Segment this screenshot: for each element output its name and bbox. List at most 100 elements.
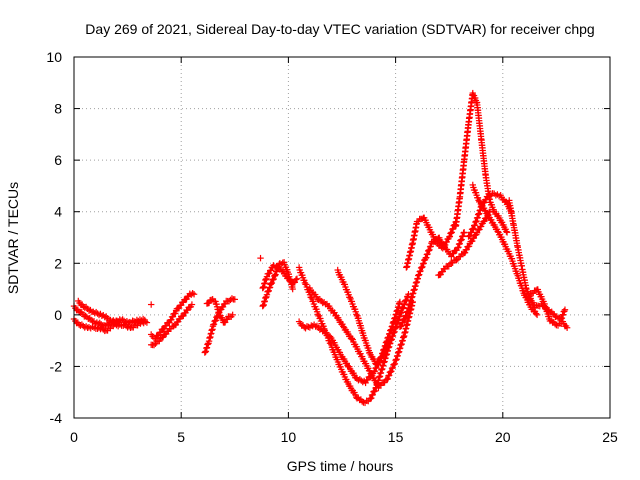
- plot-frame: [73, 56, 611, 419]
- data-point: [551, 320, 559, 328]
- data-point: [123, 318, 131, 325]
- y-axis-label: SDTVAR / TECUs: [5, 182, 21, 294]
- series-track-q: [435, 208, 494, 279]
- x-tick-label: 25: [602, 429, 618, 445]
- data-point: [189, 290, 196, 297]
- data-point: [348, 335, 356, 342]
- data-point: [121, 321, 128, 328]
- data-point: [385, 337, 393, 344]
- data-point: [97, 321, 105, 328]
- data-point: [150, 341, 158, 349]
- y-tick-label: 2: [54, 255, 62, 271]
- y-tick-label: 10: [46, 49, 62, 65]
- data-point: [225, 298, 233, 305]
- chart-title: Day 269 of 2021, Sidereal Day-to-day VTE…: [85, 21, 594, 37]
- data-point: [396, 298, 404, 306]
- x-axis-label: GPS time / hours: [287, 458, 394, 474]
- x-tick-label: 10: [281, 429, 297, 445]
- data-point: [383, 344, 390, 351]
- data-point: [415, 271, 423, 278]
- data-point: [456, 240, 463, 247]
- data-point: [271, 272, 279, 279]
- data-point: [92, 308, 100, 316]
- data-point: [424, 250, 431, 258]
- series-track-c: [75, 297, 123, 326]
- series-track-t: [506, 197, 569, 323]
- x-tick-labels: 0 5 10 15 20 25: [70, 429, 618, 445]
- data-point: [385, 372, 393, 379]
- axis-ticks: [73, 56, 611, 419]
- data-point: [468, 229, 475, 236]
- data-point: [358, 398, 366, 405]
- data-point: [563, 324, 571, 331]
- data-point: [208, 296, 215, 304]
- data-point: [461, 229, 468, 236]
- data-point: [340, 323, 347, 330]
- data-point: [257, 254, 264, 262]
- data-point: [417, 267, 424, 275]
- data-markers: [70, 89, 571, 407]
- data-point: [398, 322, 405, 330]
- data-point: [229, 311, 236, 319]
- data-point: [265, 287, 272, 295]
- data-point: [503, 229, 511, 236]
- data-point: [470, 225, 477, 232]
- series-isolated: [147, 254, 264, 308]
- data-point: [100, 326, 107, 333]
- data-point: [459, 232, 467, 240]
- data-point: [453, 256, 460, 264]
- data-point: [380, 351, 387, 359]
- data-point: [289, 285, 296, 293]
- data-point: [101, 313, 108, 321]
- gridlines: [74, 57, 610, 418]
- data-point: [81, 304, 88, 311]
- series-track-n: [396, 229, 468, 330]
- data-point: [458, 236, 465, 243]
- x-tick-label: 15: [388, 429, 404, 445]
- data-point: [420, 260, 427, 267]
- data-point: [212, 317, 220, 324]
- data-point: [291, 279, 299, 286]
- data-point: [85, 307, 93, 314]
- data-point: [532, 310, 540, 317]
- data-point: [213, 313, 221, 321]
- data-point: [143, 319, 151, 326]
- data-point: [231, 296, 238, 303]
- series-track-i: [259, 262, 301, 292]
- data-point: [446, 233, 454, 240]
- x-tick-label: 20: [495, 429, 511, 445]
- y-tick-label: -2: [50, 358, 63, 374]
- data-point: [85, 315, 92, 322]
- data-point: [399, 319, 406, 326]
- data-point: [533, 311, 541, 319]
- data-point: [172, 310, 179, 317]
- data-point: [382, 347, 389, 355]
- series-track-l: [306, 284, 416, 392]
- data-point: [465, 243, 473, 250]
- data-point: [391, 360, 399, 367]
- data-point: [270, 275, 277, 283]
- data-point: [190, 291, 198, 298]
- data-point: [319, 299, 326, 307]
- y-tick-label: 4: [54, 204, 62, 220]
- series-track-f: [201, 295, 238, 356]
- series-track-b: [70, 315, 151, 335]
- data-point: [503, 228, 510, 235]
- data-point: [147, 301, 155, 308]
- series-track-e: [147, 301, 196, 349]
- series-track-d: [147, 290, 198, 342]
- data-point: [292, 276, 300, 283]
- series-track-u: [527, 286, 571, 331]
- data-point: [455, 244, 462, 251]
- y-tick-label: -4: [50, 410, 63, 426]
- data-point: [401, 315, 409, 322]
- data-point: [267, 281, 274, 288]
- data-point: [210, 320, 218, 328]
- data-point: [228, 295, 236, 302]
- data-point: [119, 316, 126, 323]
- data-point: [561, 306, 569, 313]
- data-point: [96, 319, 103, 327]
- data-point: [419, 263, 426, 271]
- data-point: [188, 301, 196, 308]
